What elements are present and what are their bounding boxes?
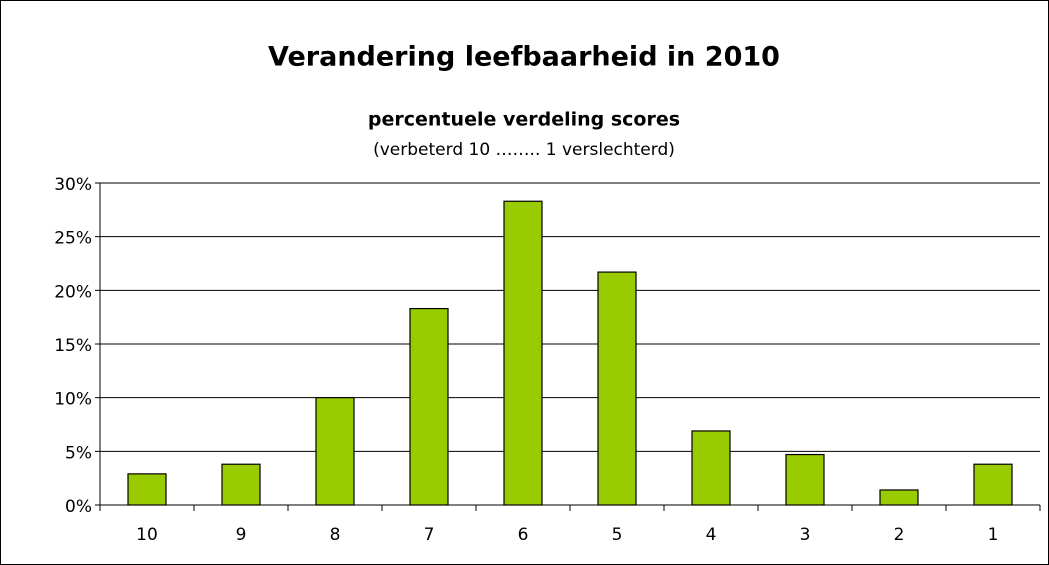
y-tick-label: 15%: [54, 336, 92, 356]
chart-note: (verbeterd 10 …….. 1 verslechterd): [373, 140, 675, 160]
bar: [691, 430, 731, 506]
y-tick-label: 5%: [65, 443, 92, 463]
x-tick-label: 5: [612, 525, 623, 545]
chart-subtitle: percentuele verdeling scores: [368, 109, 680, 131]
y-tick-label: 25%: [54, 229, 92, 249]
bar: [597, 271, 637, 506]
y-tick-label: 30%: [54, 175, 92, 195]
x-tick-label: 7: [424, 525, 435, 545]
bar: [315, 397, 355, 506]
x-tick-label: 9: [236, 525, 247, 545]
x-tick-label: 3: [800, 525, 811, 545]
bar: [503, 200, 543, 506]
x-tick-label: 2: [894, 525, 905, 545]
bar: [785, 453, 825, 506]
x-tick-label: 1: [988, 525, 999, 545]
bar: [879, 489, 919, 506]
x-tick-label: 6: [518, 525, 529, 545]
x-tick-label: 10: [136, 525, 158, 545]
bar: [409, 307, 449, 506]
x-tick-label: 8: [330, 525, 341, 545]
y-tick-label: 20%: [54, 282, 92, 302]
chart-title: Verandering leefbaarheid in 2010: [268, 42, 780, 73]
bar: [973, 463, 1013, 506]
y-tick-label: 0%: [65, 497, 92, 517]
x-tick-label: 4: [706, 525, 717, 545]
bar: [127, 473, 167, 506]
y-tick-label: 10%: [54, 390, 92, 410]
bar: [221, 463, 261, 506]
